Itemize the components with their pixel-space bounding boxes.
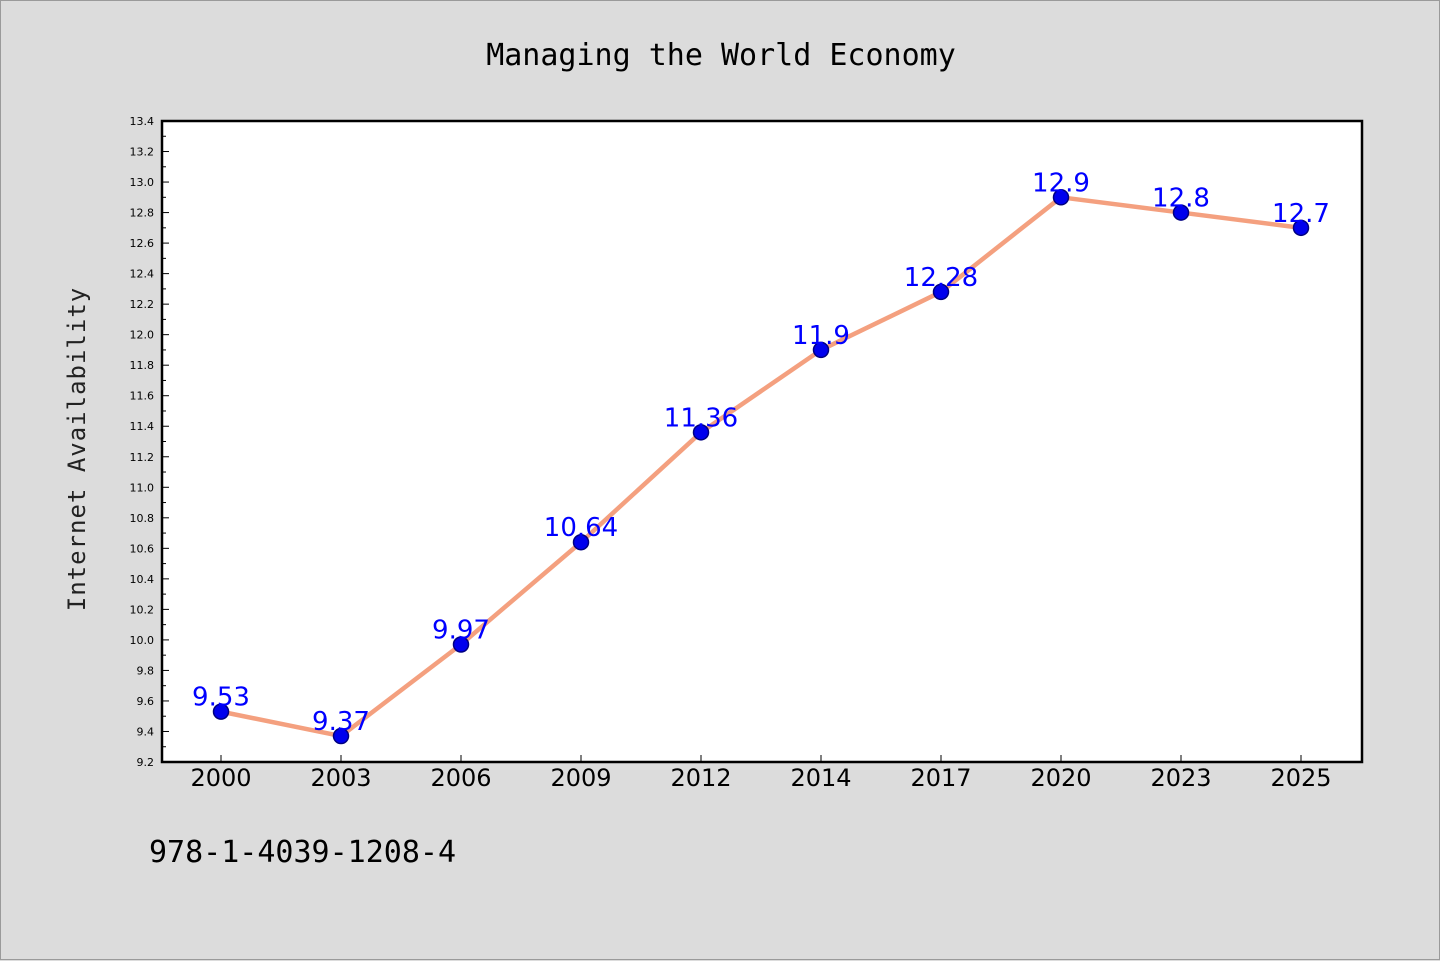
x-tick-label: 2023 bbox=[1150, 764, 1211, 792]
y-tick-label: 10.2 bbox=[130, 603, 155, 616]
x-tick-label: 2017 bbox=[910, 764, 971, 792]
x-tick-label: 2025 bbox=[1270, 764, 1331, 792]
y-axis-label: Internet Availability bbox=[63, 287, 91, 611]
data-point bbox=[812, 341, 830, 359]
x-tick-label: 2003 bbox=[310, 764, 371, 792]
footer-id-text: 978-1-4039-1208-4 bbox=[149, 835, 457, 870]
y-tick-label: 10.6 bbox=[130, 542, 155, 555]
x-tick-label: 2006 bbox=[430, 764, 491, 792]
data-label: 11.36 bbox=[664, 403, 738, 433]
y-tick-label: 9.4 bbox=[137, 725, 155, 738]
x-tick-label: 2012 bbox=[670, 764, 731, 792]
y-tick-label: 12.2 bbox=[130, 298, 155, 311]
data-label: 9.53 bbox=[192, 683, 250, 713]
y-axis: 9.2 9.4 9.6 9.8 10.0 10.2 10.4 10.6 10.8 11.0 11.2… bbox=[130, 115, 169, 769]
data-label: 11.9 bbox=[792, 321, 850, 351]
chart-title: Managing the World Economy bbox=[486, 38, 956, 73]
data-label: 12.9 bbox=[1032, 168, 1090, 198]
y-tick-label: 9.8 bbox=[137, 664, 155, 677]
y-tick-label: 10.0 bbox=[130, 634, 155, 647]
y-tick-label: 12.6 bbox=[130, 237, 155, 250]
data-point bbox=[452, 636, 470, 653]
y-tick-label: 9.2 bbox=[137, 756, 155, 769]
data-label: 12.28 bbox=[904, 263, 978, 293]
y-tick-label: 12.4 bbox=[130, 268, 155, 281]
y-tick-label: 11.4 bbox=[130, 420, 155, 433]
data-label: 9.37 bbox=[312, 707, 370, 737]
series-line bbox=[218, 195, 1304, 739]
x-tick-label: 2009 bbox=[550, 764, 611, 792]
plot-area bbox=[160, 119, 1364, 764]
y-tick-label: 13.4 bbox=[130, 115, 155, 128]
y-tick-label: 12.0 bbox=[130, 329, 155, 342]
data-label: 12.8 bbox=[1152, 184, 1210, 214]
data-label: 12.7 bbox=[1272, 199, 1330, 229]
y-tick-label: 11.2 bbox=[130, 451, 155, 464]
y-tick-label: 10.4 bbox=[130, 573, 155, 586]
data-point bbox=[1292, 219, 1310, 237]
data-point bbox=[1172, 204, 1190, 221]
y-tick-label: 11.8 bbox=[130, 359, 155, 372]
data-label: 10.64 bbox=[544, 513, 618, 543]
data-point bbox=[212, 703, 230, 720]
y-tick-label: 13.2 bbox=[130, 146, 155, 159]
data-point bbox=[1052, 189, 1070, 206]
y-tick-label: 12.8 bbox=[130, 207, 155, 220]
data-label: 9.97 bbox=[432, 615, 490, 645]
x-tick-label: 2020 bbox=[1030, 764, 1091, 792]
y-tick-label: 13.0 bbox=[130, 176, 155, 189]
x-tick-label: 2000 bbox=[190, 764, 251, 792]
data-labels: 9.53 9.37 9.97 10.64 11.36 11.9 12.28 12.9 12.8 1… bbox=[192, 168, 1330, 737]
x-axis: 2000 2003 2006 2009 2012 2014 2017 2020 2023 2025 bbox=[190, 755, 1332, 792]
x-tick-label: 2014 bbox=[790, 764, 851, 792]
data-markers bbox=[212, 189, 1310, 745]
series-line-group bbox=[218, 195, 1304, 739]
y-tick-label: 11.0 bbox=[130, 481, 155, 494]
data-point bbox=[572, 533, 590, 551]
data-point bbox=[332, 727, 350, 745]
data-point bbox=[692, 424, 710, 441]
y-tick-label: 9.6 bbox=[137, 695, 155, 708]
y-tick-label: 10.8 bbox=[130, 512, 155, 525]
data-point bbox=[932, 283, 950, 301]
y-tick-label: 11.6 bbox=[130, 390, 155, 403]
